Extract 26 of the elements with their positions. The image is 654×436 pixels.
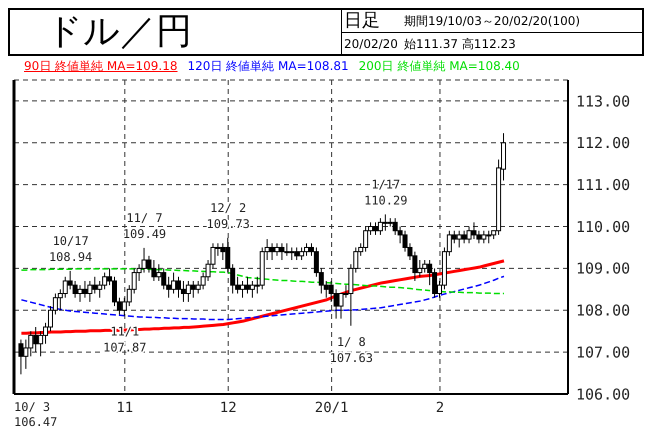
annotation: 11/ 7 109.49: [122, 210, 166, 241]
text: 10/ 3 106.47: [14, 400, 58, 430]
chart-title: ドル／円: [45, 10, 193, 54]
annotation: 12/ 2 109.73: [206, 200, 250, 231]
annotation: 1/17 110.29: [364, 177, 408, 208]
y-tick-label: 110.00: [576, 218, 630, 236]
x-tick-label: 20/1: [314, 400, 348, 416]
text: 120日 終値単純 MA=108.81: [188, 58, 349, 74]
x-tick-label: 2: [436, 400, 444, 416]
text: 20/02/20: [343, 36, 399, 53]
y-tick-label: 107.00: [576, 343, 630, 362]
text: 200日 終値単純 MA=108.40: [358, 58, 520, 74]
text: 始111.37 高112.23: [403, 36, 517, 53]
text: 期間19/10/03～20/02/20(100): [402, 10, 642, 33]
x-tick-label: 12: [220, 400, 237, 416]
y-tick-label: 106.00: [576, 385, 630, 404]
y-tick-label: 113.00: [576, 92, 630, 110]
annotation: 1/ 8 107.63: [330, 334, 374, 365]
annotation: 10/17 108.94: [48, 234, 92, 264]
text: 日足: [342, 10, 402, 33]
y-tick-label: 109.00: [576, 260, 630, 278]
y-tick-label: 112.00: [576, 134, 630, 152]
x-tick-label: 11: [116, 400, 134, 416]
y-tick-label: 108.00: [576, 302, 630, 320]
text: 90日 終値単純 MA=109.18: [24, 58, 178, 74]
y-tick-label: 111.00: [576, 176, 630, 194]
